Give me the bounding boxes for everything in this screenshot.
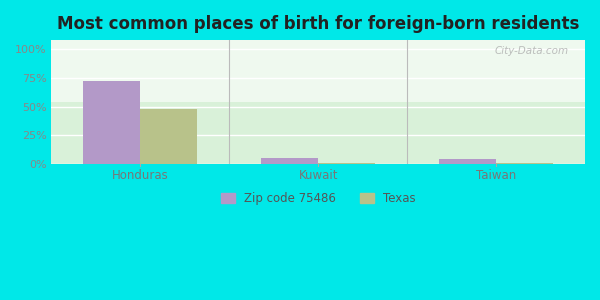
Bar (262, 158, 318, 164)
Text: City-Data.com: City-Data.com (495, 46, 569, 56)
Legend: Zip code 75486, Texas: Zip code 75486, Texas (216, 188, 421, 210)
Bar (439, 159, 496, 164)
Bar (83, 81, 140, 164)
Bar (496, 163, 553, 164)
Title: Most common places of birth for foreign-born residents: Most common places of birth for foreign-… (57, 15, 580, 33)
Bar (318, 163, 375, 164)
Bar (140, 109, 197, 164)
